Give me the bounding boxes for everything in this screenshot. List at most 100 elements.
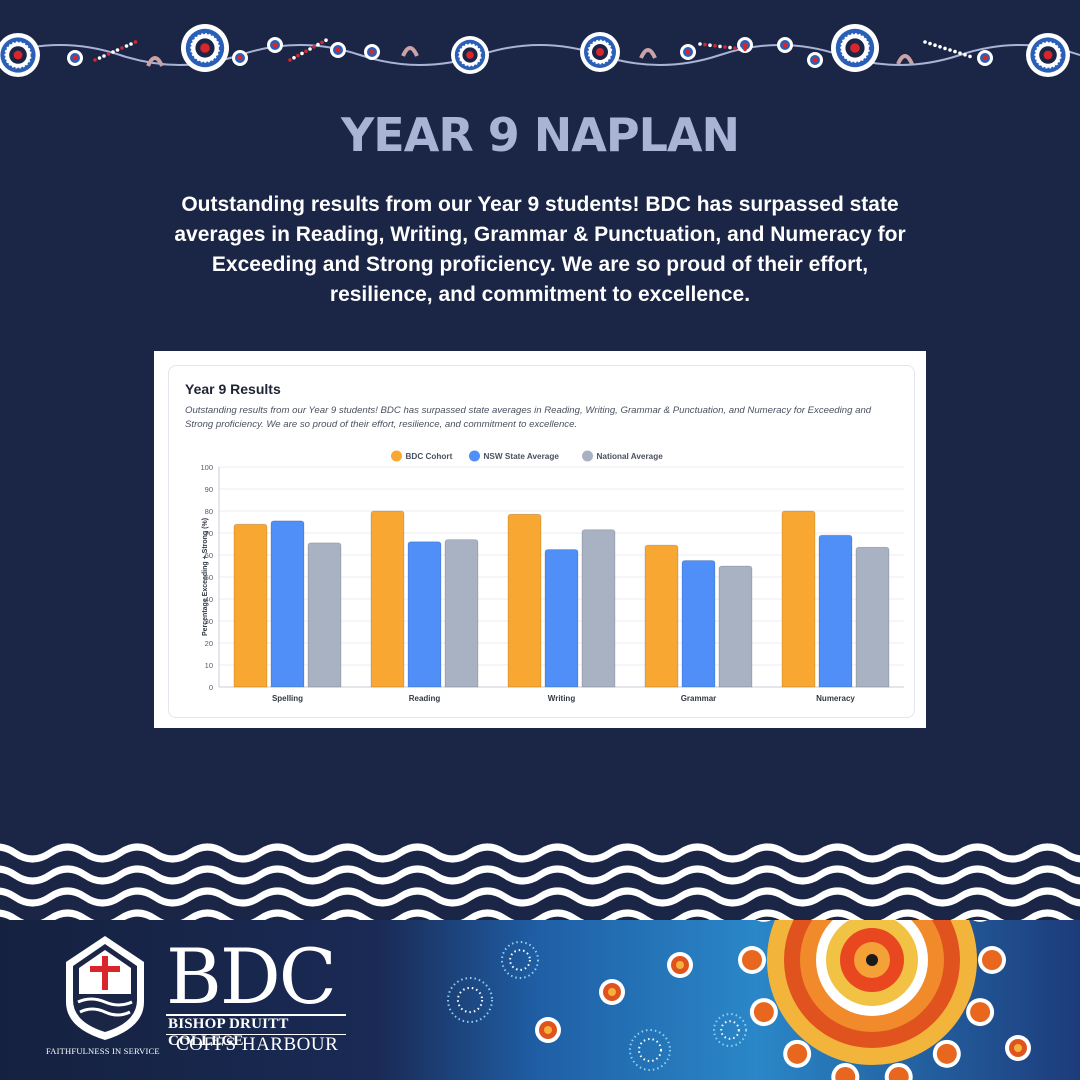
- dot-trail: [300, 51, 304, 56]
- wave-line: [0, 865, 1080, 885]
- small-rosette: [812, 57, 818, 63]
- dot-trail: [129, 42, 133, 46]
- rosette: [200, 43, 210, 53]
- dot-circle: [501, 941, 539, 979]
- bar: [681, 560, 716, 688]
- small-rosette: [685, 49, 691, 55]
- dot-trail: [288, 58, 292, 62]
- divider: [166, 1014, 346, 1016]
- legend-label: NSW State Average: [484, 452, 560, 461]
- legend-swatch: [582, 450, 593, 462]
- petal: [970, 1002, 991, 1023]
- x-tick-label: Spelling: [272, 694, 303, 703]
- dot-trail: [708, 43, 712, 47]
- y-tick-label: 70: [205, 529, 213, 538]
- small-rosette: [782, 42, 788, 48]
- dot-trail: [723, 45, 727, 49]
- dot-trail: [124, 44, 129, 48]
- y-tick-label: 20: [205, 639, 213, 648]
- rosette: [13, 50, 23, 60]
- dot-trail: [733, 46, 737, 50]
- dot-trail: [115, 48, 120, 52]
- petal: [753, 1002, 774, 1023]
- bar: [855, 546, 890, 688]
- dot-circle: [447, 977, 493, 1023]
- petal: [835, 1066, 856, 1080]
- flower: [676, 961, 684, 969]
- dot-circle: [629, 1029, 671, 1071]
- petal: [973, 920, 988, 922]
- bar: [444, 539, 479, 688]
- dot-trail: [703, 42, 707, 47]
- dot-trail: [923, 40, 927, 44]
- dot-trail: [718, 44, 722, 49]
- dot-circle: [509, 949, 531, 971]
- x-tick-label: Numeracy: [816, 694, 855, 703]
- arch: [896, 54, 914, 65]
- dot-trail: [324, 38, 328, 42]
- dot-circle: [720, 1020, 740, 1040]
- dot-trail: [111, 50, 115, 54]
- bar: [781, 510, 816, 688]
- arch: [146, 56, 164, 67]
- rosette: [1043, 50, 1053, 60]
- arch: [639, 48, 657, 59]
- dot-trail: [968, 54, 972, 59]
- dot-trail: [312, 45, 316, 49]
- dot-trail: [308, 47, 312, 51]
- dot-trail: [97, 56, 102, 60]
- dot-trail: [133, 40, 138, 44]
- arch: [401, 46, 419, 57]
- legend-swatch: [469, 450, 480, 462]
- dot-art-border-top: [0, 24, 1080, 77]
- sun-ring: [866, 954, 878, 966]
- bar: [544, 549, 579, 688]
- dot-circle: [713, 1013, 747, 1047]
- dot-circle: [456, 986, 484, 1014]
- bar: [507, 513, 542, 688]
- y-tick-label: 80: [205, 507, 213, 516]
- dot-trail: [738, 47, 742, 51]
- dot-trail: [963, 53, 967, 57]
- dot-trail: [958, 51, 962, 55]
- dot-trail: [953, 49, 957, 54]
- intro-paragraph: Outstanding results from our Year 9 stud…: [174, 193, 906, 306]
- bar: [370, 510, 405, 688]
- legend-label: National Average: [597, 452, 664, 461]
- logo-letters: BDC: [166, 932, 337, 1021]
- bar: [581, 529, 616, 688]
- y-tick-label: 90: [205, 485, 213, 494]
- small-rosette: [72, 55, 78, 61]
- chart-card: Year 9 Results Outstanding results from …: [168, 365, 915, 718]
- dot-trail: [928, 41, 932, 46]
- dot-trail: [292, 56, 296, 60]
- aboriginal-dot-art-footer: [0, 920, 1080, 1080]
- flower: [608, 988, 616, 996]
- small-rosette: [369, 49, 375, 55]
- y-tick-label: 10: [205, 661, 213, 670]
- y-axis-label: Percentage Exceeding + Strong (%): [202, 518, 209, 636]
- dot-trail: [106, 52, 111, 56]
- dot-trail: [320, 40, 324, 45]
- dot-trail: [102, 54, 106, 58]
- chart-screenshot: Year 9 Results Outstanding results from …: [154, 351, 926, 728]
- y-tick-label: 60: [205, 551, 213, 560]
- dot-trail: [743, 47, 747, 52]
- divider: [166, 1034, 346, 1035]
- small-rosette: [237, 55, 243, 61]
- bar: [233, 523, 268, 688]
- card-title: Year 9 Results: [185, 381, 281, 397]
- small-rosette: [742, 42, 748, 48]
- legend-swatch: [391, 450, 402, 462]
- border-line: [0, 44, 1080, 66]
- bar: [307, 542, 342, 688]
- bar: [644, 544, 679, 688]
- college-location: COFFS HARBOUR: [176, 1034, 339, 1055]
- dot-trail: [296, 53, 300, 58]
- dot-trail: [698, 42, 702, 46]
- x-tick-label: Grammar: [681, 694, 717, 703]
- college-logo: BDC BISHOP DRUITT COLLEGE COFFS HARBOUR …: [40, 930, 360, 1070]
- flower: [544, 1026, 552, 1034]
- x-tick-label: Writing: [548, 694, 576, 703]
- card-description: Outstanding results from our Year 9 stud…: [185, 405, 872, 430]
